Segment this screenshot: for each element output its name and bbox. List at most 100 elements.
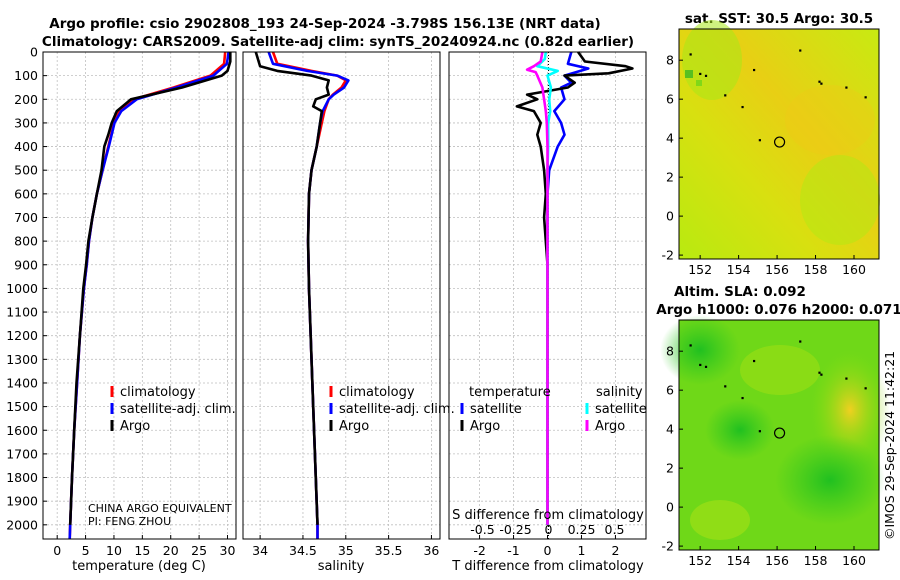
- lat-tick-label: 4: [666, 131, 674, 146]
- x-tick-label: 0: [544, 543, 552, 558]
- lon-tick-label: 160: [842, 262, 866, 277]
- sst-cool-patch: [682, 20, 742, 100]
- s-diff-tick-label: 0: [545, 522, 553, 537]
- lat-tick-label: -2: [662, 248, 674, 263]
- lat-tick-label: 8: [666, 344, 674, 359]
- island-pixel: [820, 82, 823, 85]
- s-diff-tick-label: 0.25: [568, 522, 596, 537]
- island-pixel: [724, 385, 727, 388]
- x-tick-label: 15: [134, 543, 150, 558]
- depth-tick-label: 1400: [6, 375, 38, 390]
- temperature-xlabel: temperature (deg C): [72, 559, 206, 574]
- depth-tick-label: 1300: [6, 352, 38, 367]
- temperature-frame: [42, 51, 237, 540]
- sla-map-title: Altim. SLA: 0.092: [674, 284, 806, 300]
- legend-argo-label: Argo: [339, 419, 369, 434]
- island-pixel: [818, 371, 821, 374]
- sst-cool-pixel: [696, 80, 702, 86]
- sla-map-subtitle: Argo h1000: 0.076 h2000: 0.071: [656, 302, 900, 318]
- difference-legend: temperature satellite Argo salinity sate…: [460, 385, 647, 434]
- legend-argo-label: Argo: [120, 419, 150, 434]
- lat-tick-label: -2: [662, 539, 674, 554]
- argo-position-marker: [773, 427, 786, 439]
- depth-tick-label: 200: [14, 92, 38, 107]
- island-pixel: [689, 344, 692, 347]
- lat-tick-label: 6: [666, 383, 674, 398]
- depth-tick-label: 100: [14, 68, 38, 83]
- x-tick-label: 25: [191, 543, 207, 558]
- sla-mid-patch: [690, 500, 750, 540]
- island-pixel: [758, 139, 761, 142]
- island-pixel: [864, 387, 867, 390]
- lon-tick-label: 158: [804, 262, 828, 277]
- island-pixel: [820, 373, 823, 376]
- legend-temperature-title: temperature: [469, 385, 551, 400]
- lon-tick-label: 158: [804, 553, 828, 568]
- depth-tick-label: 1600: [6, 423, 38, 438]
- sst-map-panel: sat. SST: 30.5 Argo: 30.5 152 154 156 158 16…: [662, 11, 880, 277]
- lon-tick-label: 152: [688, 262, 712, 277]
- depth-tick-label: 1100: [6, 305, 38, 320]
- s-diff-tick-label: 0.5: [605, 522, 625, 537]
- depth-tick-label: 2000: [6, 517, 38, 532]
- legend-salinity-title: salinity: [596, 385, 643, 400]
- salinity-panel: 34 34.5 35 35.5 36 salinity climatology sate…: [242, 51, 455, 574]
- x-tick-label: 10: [106, 543, 122, 558]
- series-s-argo: [525, 51, 549, 525]
- x-tick-label: 20: [163, 543, 179, 558]
- depth-tick-label: 1500: [6, 399, 38, 414]
- island-pixel: [753, 359, 756, 363]
- series-argo: [254, 51, 331, 525]
- x-tick-label: 35: [338, 543, 354, 558]
- x-tick-label: 30: [220, 543, 236, 558]
- series-argo: [68, 52, 232, 525]
- depth-tick-label: 900: [14, 257, 38, 272]
- sla-map-panel: Altim. SLA: 0.092 Argo h1000: 0.076 h200…: [656, 284, 900, 568]
- depth-tick-label: 400: [14, 139, 38, 154]
- island-pixel: [689, 53, 692, 56]
- depth-tick-label: 600: [14, 186, 38, 201]
- temperature-panel: 0100200300400500600700800900100011001200…: [6, 45, 237, 574]
- sla-low-patch: [705, 400, 775, 460]
- island-pixel: [799, 49, 802, 52]
- institution-annotation: CHINA ARGO EQUIVALENT: [88, 502, 232, 515]
- lon-tick-label: 156: [765, 553, 789, 568]
- x-tick-label: 36: [423, 543, 439, 558]
- difference-panel: -2 -1 0 1 2 -0.5 -0.25 0 0.25 0.5 S difference f…: [448, 51, 647, 574]
- legend-t-satellite-label: satellite: [470, 402, 522, 417]
- argo-position-marker: [773, 136, 786, 148]
- series-satellite-adj-clim: [68, 51, 230, 540]
- x-tick-label: -1: [507, 543, 519, 558]
- sst-map-title: sat. SST: 30.5 Argo: 30.5: [685, 11, 873, 27]
- series-climatology: [68, 51, 227, 540]
- sst-cool-patch: [800, 155, 880, 245]
- lon-tick-label: 154: [727, 262, 751, 277]
- salinity-xlabel: salinity: [318, 559, 365, 574]
- depth-tick-label: 1200: [6, 328, 38, 343]
- title-line-1: Argo profile: csio 2902808_193 24-Sep-20…: [49, 16, 600, 32]
- legend-s-argo-label: Argo: [595, 419, 625, 434]
- s-difference-label: S difference from climatology: [452, 508, 644, 523]
- legend-t-argo-label: Argo: [470, 419, 500, 434]
- island-pixel: [818, 80, 821, 83]
- lat-tick-label: 2: [666, 461, 674, 476]
- island-pixel: [753, 68, 756, 72]
- s-diff-tick-label: -0.25: [499, 522, 531, 537]
- x-tick-label: 34.5: [289, 543, 317, 558]
- depth-tick-label: 1800: [6, 470, 38, 485]
- depth-tick-label: 1700: [6, 446, 38, 461]
- s-diff-tick-label: -0.5: [470, 522, 494, 537]
- island-pixel: [741, 396, 744, 400]
- legend-climatology-label: climatology: [339, 385, 415, 400]
- lat-tick-label: 8: [666, 53, 674, 68]
- depth-tick-label: 700: [14, 210, 38, 225]
- island-pixel: [845, 377, 848, 380]
- pi-annotation: PI: FENG ZHOU: [88, 515, 171, 528]
- t-difference-xlabel: T difference from climatology: [451, 559, 644, 574]
- depth-tick-label: 500: [14, 163, 38, 178]
- sla-low-patch: [660, 315, 740, 385]
- island-pixel: [724, 94, 727, 97]
- legend-satellite-label: satellite-adj. clim.: [120, 402, 236, 417]
- sla-map-frame: [678, 319, 880, 551]
